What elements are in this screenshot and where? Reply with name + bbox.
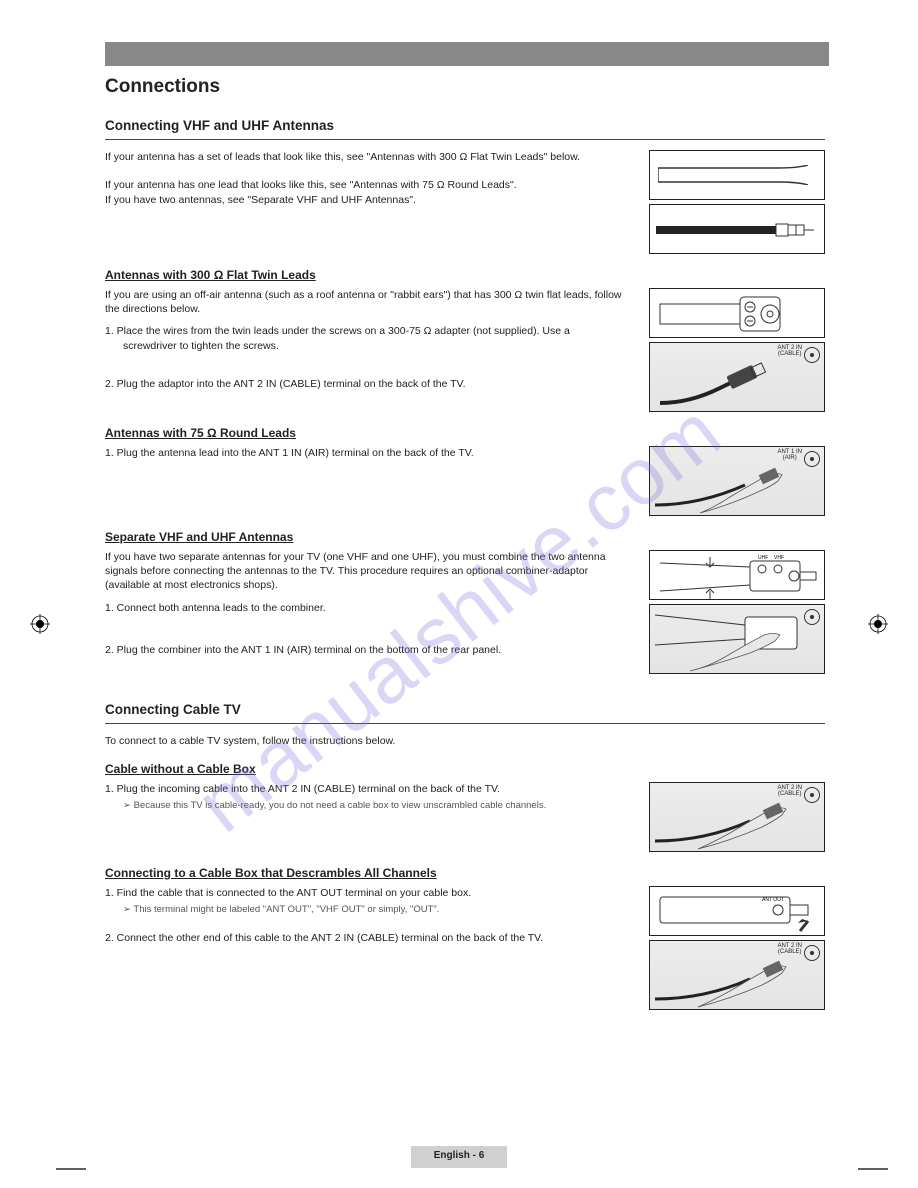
heading-descramble: Connecting to a Cable Box that Descrambl… — [105, 866, 842, 880]
rule-2 — [105, 723, 825, 724]
lead-separate: If you have two separate antennas for yo… — [105, 550, 635, 593]
ant1-target-icon-2 — [804, 609, 820, 625]
lead-300ohm: If you are using an off-air antenna (suc… — [105, 288, 635, 316]
heading-no-box: Cable without a Cable Box — [105, 762, 842, 776]
header-bar — [105, 42, 829, 66]
section-300ohm: If you are using an off-air antenna (suc… — [105, 288, 829, 412]
catv-intro: To connect to a cable TV system, follow … — [105, 734, 635, 748]
rule — [105, 139, 825, 140]
step-300ohm-2: 2. Plug the adaptor into the ANT 2 IN (C… — [105, 377, 615, 391]
step-sep-2: 2. Plug the combiner into the ANT 1 IN (… — [105, 643, 615, 657]
page-number: English - 6 — [411, 1146, 507, 1168]
crop-mark-bl — [56, 1164, 86, 1174]
section-no-box: 1. Plug the incoming cable into the ANT … — [105, 782, 829, 852]
crop-mark-left — [30, 614, 50, 634]
figure-cable-plug-1: ANT 2 IN (CABLE) — [649, 782, 825, 852]
ant1-target-icon — [804, 451, 820, 467]
heading-separate: Separate VHF and UHF Antennas — [105, 530, 842, 544]
figure-combiner-top: UHF VHF — [649, 550, 825, 600]
step-desc-1: 1. Find the cable that is connected to t… — [105, 886, 615, 900]
subtitle-catv: Connecting Cable TV — [105, 702, 842, 717]
label-ant2-c: ANT 2 IN (CABLE) — [777, 943, 802, 956]
step-300ohm-1: 1. Place the wires from the twin leads u… — [105, 324, 615, 352]
figure-adapter-screws — [649, 288, 825, 338]
intro-section: If your antenna has a set of leads that … — [105, 150, 829, 254]
label-vhf: VHF — [774, 555, 784, 561]
step-75ohm-1: 1. Plug the antenna lead into the ANT 1 … — [105, 446, 615, 460]
figure-combiner-plug — [649, 604, 825, 674]
crop-mark-br — [858, 1164, 888, 1174]
figure-cable-plug-2: ANT 2 IN (CABLE) — [649, 940, 825, 1010]
label-uhf: UHF — [758, 555, 768, 561]
step-sep-1: 1. Connect both antenna leads to the com… — [105, 601, 615, 615]
label-ant2: ANT 2 IN (CABLE) — [777, 345, 802, 358]
label-antout: ANT OUT — [762, 897, 784, 903]
section-separate: If you have two separate antennas for yo… — [105, 550, 829, 674]
section-descramble: 1. Find the cable that is connected to t… — [105, 886, 829, 1010]
figure-flat-twin-lead — [649, 150, 825, 200]
note-nobox: ➢ Because this TV is cable-ready, you do… — [105, 800, 635, 811]
heading-75ohm: Antennas with 75 Ω Round Leads — [105, 426, 842, 440]
ant2-target-icon — [804, 347, 820, 363]
step-desc-2: 2. Connect the other end of this cable t… — [105, 931, 615, 945]
section-title-connections: Connections — [105, 76, 842, 98]
section-75ohm: 1. Plug the antenna lead into the ANT 1 … — [105, 446, 829, 516]
label-ant1: ANT 1 IN (AIR) — [777, 449, 802, 462]
figure-plug-ant2: ANT 2 IN (CABLE) — [649, 342, 825, 412]
step-nobox-1: 1. Plug the incoming cable into the ANT … — [105, 782, 615, 796]
heading-300ohm: Antennas with 300 Ω Flat Twin Leads — [105, 268, 842, 282]
subtitle-vhf-uhf: Connecting VHF and UHF Antennas — [105, 118, 842, 133]
intro-text: If your antenna has a set of leads that … — [105, 150, 635, 207]
page-root: Connections Connecting VHF and UHF Anten… — [0, 0, 918, 1188]
figure-cable-box: ANT OUT — [649, 886, 825, 936]
figure-plug-ant1: ANT 1 IN (AIR) — [649, 446, 825, 516]
label-ant2-b: ANT 2 IN (CABLE) — [777, 785, 802, 798]
figure-round-lead — [649, 204, 825, 254]
note-desc: ➢ This terminal might be labeled "ANT OU… — [105, 904, 635, 915]
crop-mark-right — [868, 614, 888, 634]
